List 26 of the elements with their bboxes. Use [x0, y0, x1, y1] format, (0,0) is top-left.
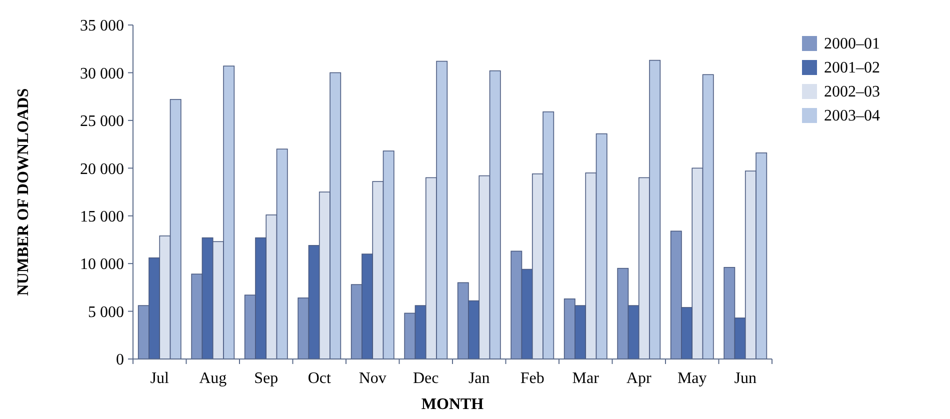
x-tick-label: Sep: [254, 370, 278, 387]
legend-label: 2001–02: [824, 60, 880, 77]
x-axis-title: MONTH: [421, 396, 484, 413]
y-tick-label: 30 000: [80, 65, 124, 82]
x-tick-label: Dec: [412, 370, 439, 387]
y-tick-label: 0: [116, 352, 124, 369]
x-tick-label: Feb: [520, 370, 544, 387]
legend-label: 2003–04: [824, 108, 880, 125]
y-axis-title: NUMBER OF DOWNLOADS: [15, 88, 32, 296]
legend-label: 2000–01: [824, 36, 880, 53]
x-tick-label: Jan: [468, 370, 490, 387]
y-tick-label: 20 000: [80, 160, 124, 178]
x-tick-label: Oct: [308, 370, 332, 387]
x-tick-label: Aug: [199, 370, 227, 387]
x-tick-label: Jul: [150, 370, 170, 387]
x-tick-label: May: [677, 370, 707, 387]
x-tick-label: Apr: [626, 370, 652, 387]
x-tick-label: Mar: [572, 370, 600, 387]
legend-label: 2002–03: [824, 84, 880, 101]
y-tick-label: 5 000: [88, 304, 124, 321]
y-tick-label: 15 000: [80, 208, 124, 226]
x-tick-label: Nov: [358, 370, 386, 387]
y-tick-label: 25 000: [80, 113, 124, 130]
x-tick-label: Jun: [734, 370, 756, 387]
y-tick-label: 35 000: [80, 18, 124, 35]
y-tick-label: 10 000: [80, 256, 124, 274]
